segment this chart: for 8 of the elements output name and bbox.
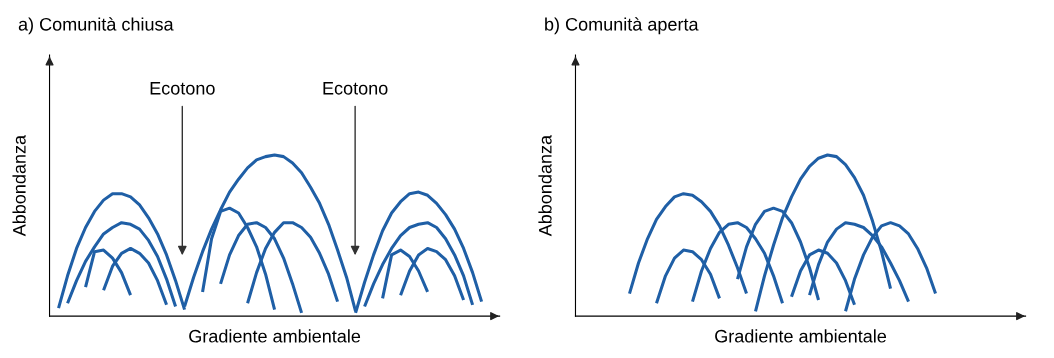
text: Ecotono xyxy=(323,82,388,95)
x-axis-title: Gradiente ambientale xyxy=(715,329,887,343)
x-axis-title: Gradiente ambientale xyxy=(189,329,361,343)
chart-title: a) Comunità chiusa xyxy=(18,17,174,35)
chart-title: b) Comunità aperta xyxy=(545,17,699,35)
y-axis-title: Abbondanza xyxy=(12,134,26,237)
text: Ecotono xyxy=(150,82,215,95)
y-axis-title: Abbondanza xyxy=(538,134,552,237)
